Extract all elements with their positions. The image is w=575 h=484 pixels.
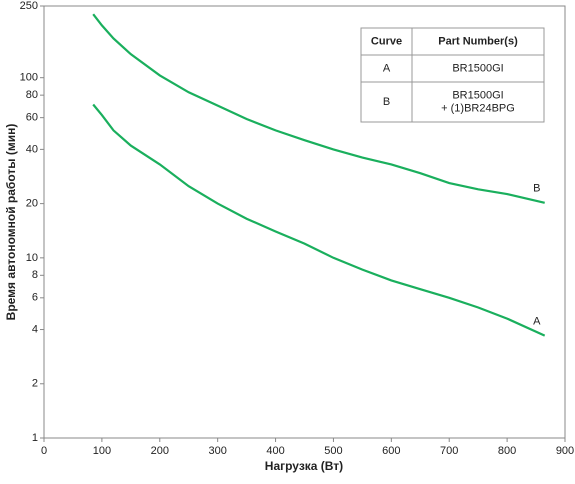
y-tick-label: 8: [32, 269, 38, 281]
table-cell: BR1500GI: [452, 62, 503, 74]
table-header: Part Number(s): [438, 35, 518, 47]
y-tick-label: 1: [32, 432, 38, 444]
x-tick-label: 400: [266, 445, 284, 457]
y-tick-label: 2: [32, 378, 38, 390]
table-cell: + (1)BR24BPG: [441, 102, 515, 114]
x-tick-label: 100: [93, 445, 111, 457]
table-cell: A: [383, 62, 391, 74]
plot-frame: [43, 5, 566, 439]
x-tick-label: 200: [151, 445, 169, 457]
y-tick-label: 40: [26, 143, 38, 155]
y-tick-label: 4: [32, 323, 38, 335]
y-tick-label: 6: [32, 292, 38, 304]
table-cell: B: [383, 96, 390, 108]
y-tick-label: 250: [20, 0, 38, 12]
y-axis-title: Время автономной работы (мин): [4, 124, 18, 321]
x-tick-label: 900: [556, 445, 574, 457]
y-tick-label: 100: [20, 72, 38, 84]
x-tick-label: 700: [440, 445, 458, 457]
curve-label: B: [533, 183, 540, 195]
y-tick-label: 10: [26, 252, 38, 264]
y-tick-label: 20: [26, 198, 38, 210]
legend-table: [360, 27, 545, 123]
y-tick-label: 60: [26, 112, 38, 124]
table-header: Curve: [371, 35, 402, 47]
y-tick-label: 80: [26, 89, 38, 101]
x-tick-label: 300: [208, 445, 226, 457]
table-cell: BR1500GI: [452, 89, 503, 101]
x-tick-label: 500: [324, 445, 342, 457]
curve: [92, 13, 545, 204]
curve-label: A: [533, 316, 541, 328]
x-tick-label: 0: [41, 445, 47, 457]
x-tick-label: 600: [382, 445, 400, 457]
x-tick-label: 800: [498, 445, 516, 457]
x-axis-title: Нагрузка (Вт): [265, 459, 343, 473]
curve: [92, 103, 546, 337]
